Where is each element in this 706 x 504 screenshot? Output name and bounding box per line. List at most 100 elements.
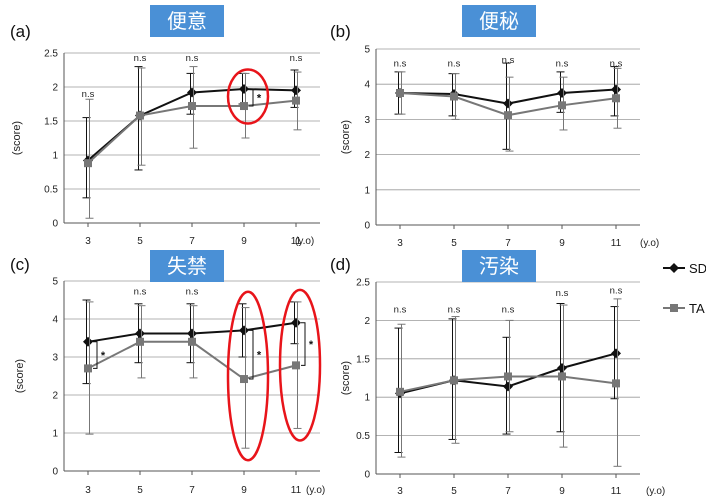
data-point-SD bbox=[83, 336, 93, 347]
chart-title: 失禁 bbox=[167, 254, 207, 278]
data-point-SD bbox=[187, 87, 197, 98]
data-point-SD bbox=[291, 317, 301, 328]
data-point-SD bbox=[611, 348, 621, 359]
y-tick-label: 1.5 bbox=[356, 354, 370, 365]
panel-label: (d) bbox=[330, 255, 351, 274]
panel-label: (c) bbox=[10, 255, 30, 274]
significance-bracket bbox=[301, 322, 306, 366]
data-point-SD bbox=[557, 88, 567, 98]
data-point-TA bbox=[450, 92, 458, 101]
y-tick-label: 5 bbox=[52, 277, 58, 288]
significance-bracket bbox=[93, 341, 98, 369]
annotation-ns: n.s bbox=[186, 286, 199, 297]
y-tick-label: 3 bbox=[52, 353, 58, 364]
data-point-TA bbox=[84, 159, 92, 168]
x-tick-label: 9 bbox=[559, 238, 565, 249]
annotation-ns: n.s bbox=[394, 305, 407, 316]
x-tick-label: 5 bbox=[451, 486, 457, 497]
title-box bbox=[150, 250, 224, 282]
data-point-TA bbox=[396, 387, 404, 396]
y-tick-label: 1.5 bbox=[44, 117, 58, 128]
legend-marker-TA bbox=[670, 304, 678, 312]
x-tick-label: 7 bbox=[189, 236, 195, 247]
legend-label-TA: TA bbox=[689, 301, 705, 316]
y-axis-label: (score) bbox=[14, 359, 26, 393]
annotation-ns: n.s bbox=[290, 53, 303, 64]
chart-panel-1: 0 1 2 3 4 5 3 5 7 9 11 (y.o) (score) (b) 便秘 n.s n.s n.s n.… bbox=[330, 5, 659, 249]
highlight-ellipse bbox=[226, 68, 270, 125]
data-point-TA bbox=[188, 337, 196, 346]
x-unit-label: (y.o) bbox=[306, 485, 325, 496]
data-point-TA bbox=[450, 376, 458, 385]
annotation-ns: n.s bbox=[502, 305, 515, 316]
annotation-ns: n.s bbox=[448, 305, 461, 316]
y-tick-label: 2 bbox=[364, 150, 370, 161]
y-axis-label: (score) bbox=[11, 121, 23, 155]
significance-star: * bbox=[257, 350, 262, 362]
y-tick-label: 5 bbox=[364, 45, 370, 56]
data-point-SD bbox=[503, 98, 513, 109]
x-tick-label: 9 bbox=[241, 236, 247, 247]
y-tick-label: 0 bbox=[364, 221, 370, 232]
data-point-SD bbox=[239, 325, 249, 336]
significance-star: * bbox=[101, 350, 106, 362]
series-line-SD bbox=[87, 88, 297, 162]
annotation-ns: n.s bbox=[134, 286, 147, 297]
y-tick-label: 1 bbox=[364, 185, 370, 196]
title-box bbox=[462, 5, 536, 37]
y-tick-label: 2.5 bbox=[44, 49, 58, 60]
significance-bracket bbox=[249, 329, 254, 380]
x-tick-label: 7 bbox=[505, 486, 511, 497]
y-tick-label: 2 bbox=[52, 391, 58, 402]
y-tick-label: 0 bbox=[364, 470, 370, 481]
y-tick-label: 3 bbox=[364, 115, 370, 126]
y-tick-label: 4 bbox=[364, 80, 370, 91]
data-point-TA bbox=[396, 89, 404, 97]
x-tick-label: 3 bbox=[85, 485, 91, 496]
x-tick-label: 3 bbox=[85, 236, 91, 247]
x-tick-label: 3 bbox=[397, 486, 403, 497]
data-point-SD bbox=[239, 84, 249, 95]
annotation-ns: n.s bbox=[448, 59, 461, 70]
y-tick-label: 1 bbox=[364, 393, 370, 404]
x-tick-label: 11 bbox=[291, 485, 302, 496]
data-point-TA bbox=[188, 102, 196, 111]
data-point-TA bbox=[504, 372, 512, 381]
y-tick-label: 2.5 bbox=[356, 278, 370, 289]
y-tick-label: 0.5 bbox=[356, 431, 370, 442]
panel-label: (b) bbox=[330, 22, 351, 41]
data-point-SD bbox=[503, 381, 513, 392]
chart-title: 汚染 bbox=[479, 254, 519, 278]
chart-panel-2: 0 1 2 3 4 5 3 5 7 9 11 (y.o) (score) (c) 失禁 n.s n.s * * * bbox=[10, 250, 325, 496]
highlight-ellipse bbox=[226, 290, 270, 462]
x-unit-label: (y.o) bbox=[640, 238, 659, 249]
x-tick-label: 9 bbox=[241, 485, 247, 496]
x-tick-label: 3 bbox=[397, 238, 403, 249]
y-tick-label: 2 bbox=[364, 316, 370, 327]
legend: SD TA bbox=[663, 261, 706, 316]
chart-title: 便秘 bbox=[479, 9, 519, 33]
annotation-ns: n.s bbox=[186, 53, 199, 64]
annotation-ns: n.s bbox=[82, 89, 95, 100]
series-line-TA bbox=[87, 340, 297, 381]
y-tick-label: 1 bbox=[52, 429, 58, 440]
highlight-ellipse bbox=[278, 288, 322, 442]
data-point-SD bbox=[187, 328, 197, 339]
legend-marker-SD bbox=[669, 263, 679, 273]
x-tick-label: 5 bbox=[451, 238, 457, 249]
chart-panel-0: 0 0.5 1 1.5 2 2.5 3 5 7 9 11(y.o) (score) (a) 便意 n.s n.… bbox=[10, 5, 320, 247]
panel-label: (a) bbox=[10, 22, 31, 41]
data-point-SD bbox=[291, 85, 301, 96]
y-tick-label: 0.5 bbox=[44, 185, 58, 196]
chart-panel-3: 0 0.5 1 1.5 2 2.5 3 5 7 9 11 (y.o) (score) (d) 汚染 n.s n.… bbox=[330, 250, 665, 497]
data-point-TA bbox=[136, 337, 144, 346]
data-point-TA bbox=[240, 102, 248, 111]
data-point-SD bbox=[611, 84, 621, 95]
data-point-TA bbox=[240, 375, 248, 384]
x-tick-label: 11 bbox=[291, 236, 302, 247]
annotation-ns: n.s bbox=[502, 55, 515, 66]
x-tick-label: 7 bbox=[189, 485, 195, 496]
significance-star: * bbox=[309, 339, 314, 351]
significance-bracket bbox=[249, 88, 254, 107]
